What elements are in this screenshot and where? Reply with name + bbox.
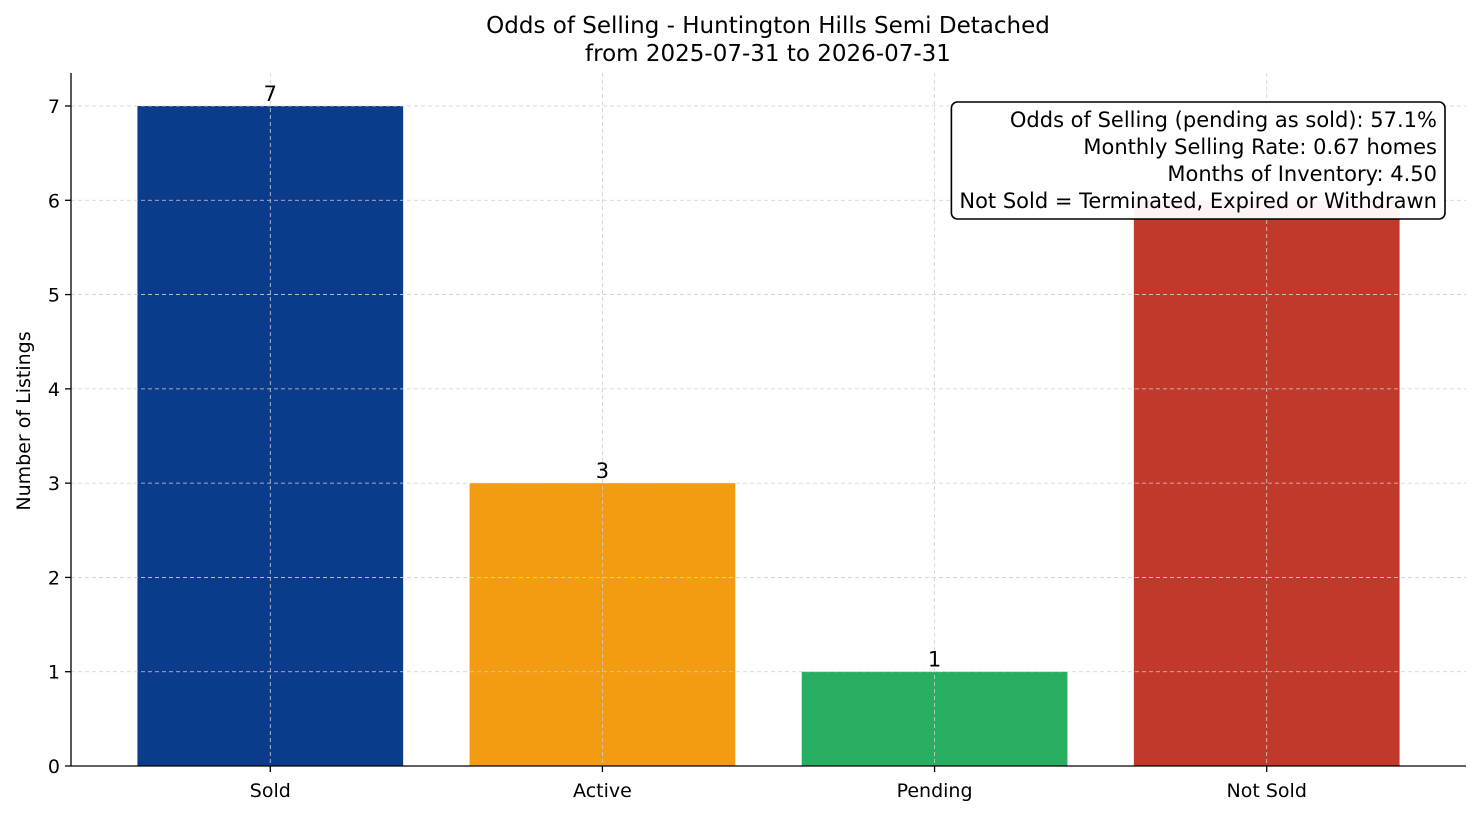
y-tick-label: 3 [48, 473, 60, 495]
info-box-line: Months of Inventory: 4.50 [1167, 162, 1437, 186]
info-box-line: Odds of Selling (pending as sold): 57.1% [1010, 108, 1437, 132]
bar-value-label: 7 [264, 82, 277, 106]
chart-title: Odds of Selling - Huntington Hills Semi … [486, 13, 1050, 39]
y-axis-label: Number of Listings [13, 331, 35, 510]
info-box-line: Not Sold = Terminated, Expired or Withdr… [959, 189, 1437, 213]
chart-subtitle: from 2025-07-31 to 2026-07-31 [585, 41, 951, 67]
y-tick-label: 2 [48, 567, 60, 589]
y-tick-label: 7 [48, 96, 60, 118]
x-tick-label: Active [573, 780, 632, 802]
bar-value-label: 1 [928, 648, 941, 672]
y-tick-label: 4 [48, 379, 60, 401]
info-box-line: Monthly Selling Rate: 0.67 homes [1083, 135, 1437, 159]
x-tick-label: Not Sold [1227, 780, 1307, 802]
y-tick-label: 6 [48, 190, 60, 212]
bar-value-label: 3 [596, 459, 609, 483]
x-tick-label: Sold [250, 780, 291, 802]
x-tick-label: Pending [897, 780, 973, 802]
bar-labels: 7 3 1 [264, 82, 942, 672]
bar-active [469, 483, 736, 766]
axes: 0 1 2 3 4 5 6 7 Sold Active Pending Not Sold [48, 73, 1466, 802]
bar-sold [137, 106, 404, 766]
y-tick-label: 5 [48, 285, 60, 307]
info-box-frame [950, 101, 1446, 220]
y-tick-label: 0 [48, 756, 60, 778]
y-tick-label: 1 [48, 662, 60, 684]
info-box: Odds of Selling (pending as sold): 57.1%… [950, 101, 1446, 220]
